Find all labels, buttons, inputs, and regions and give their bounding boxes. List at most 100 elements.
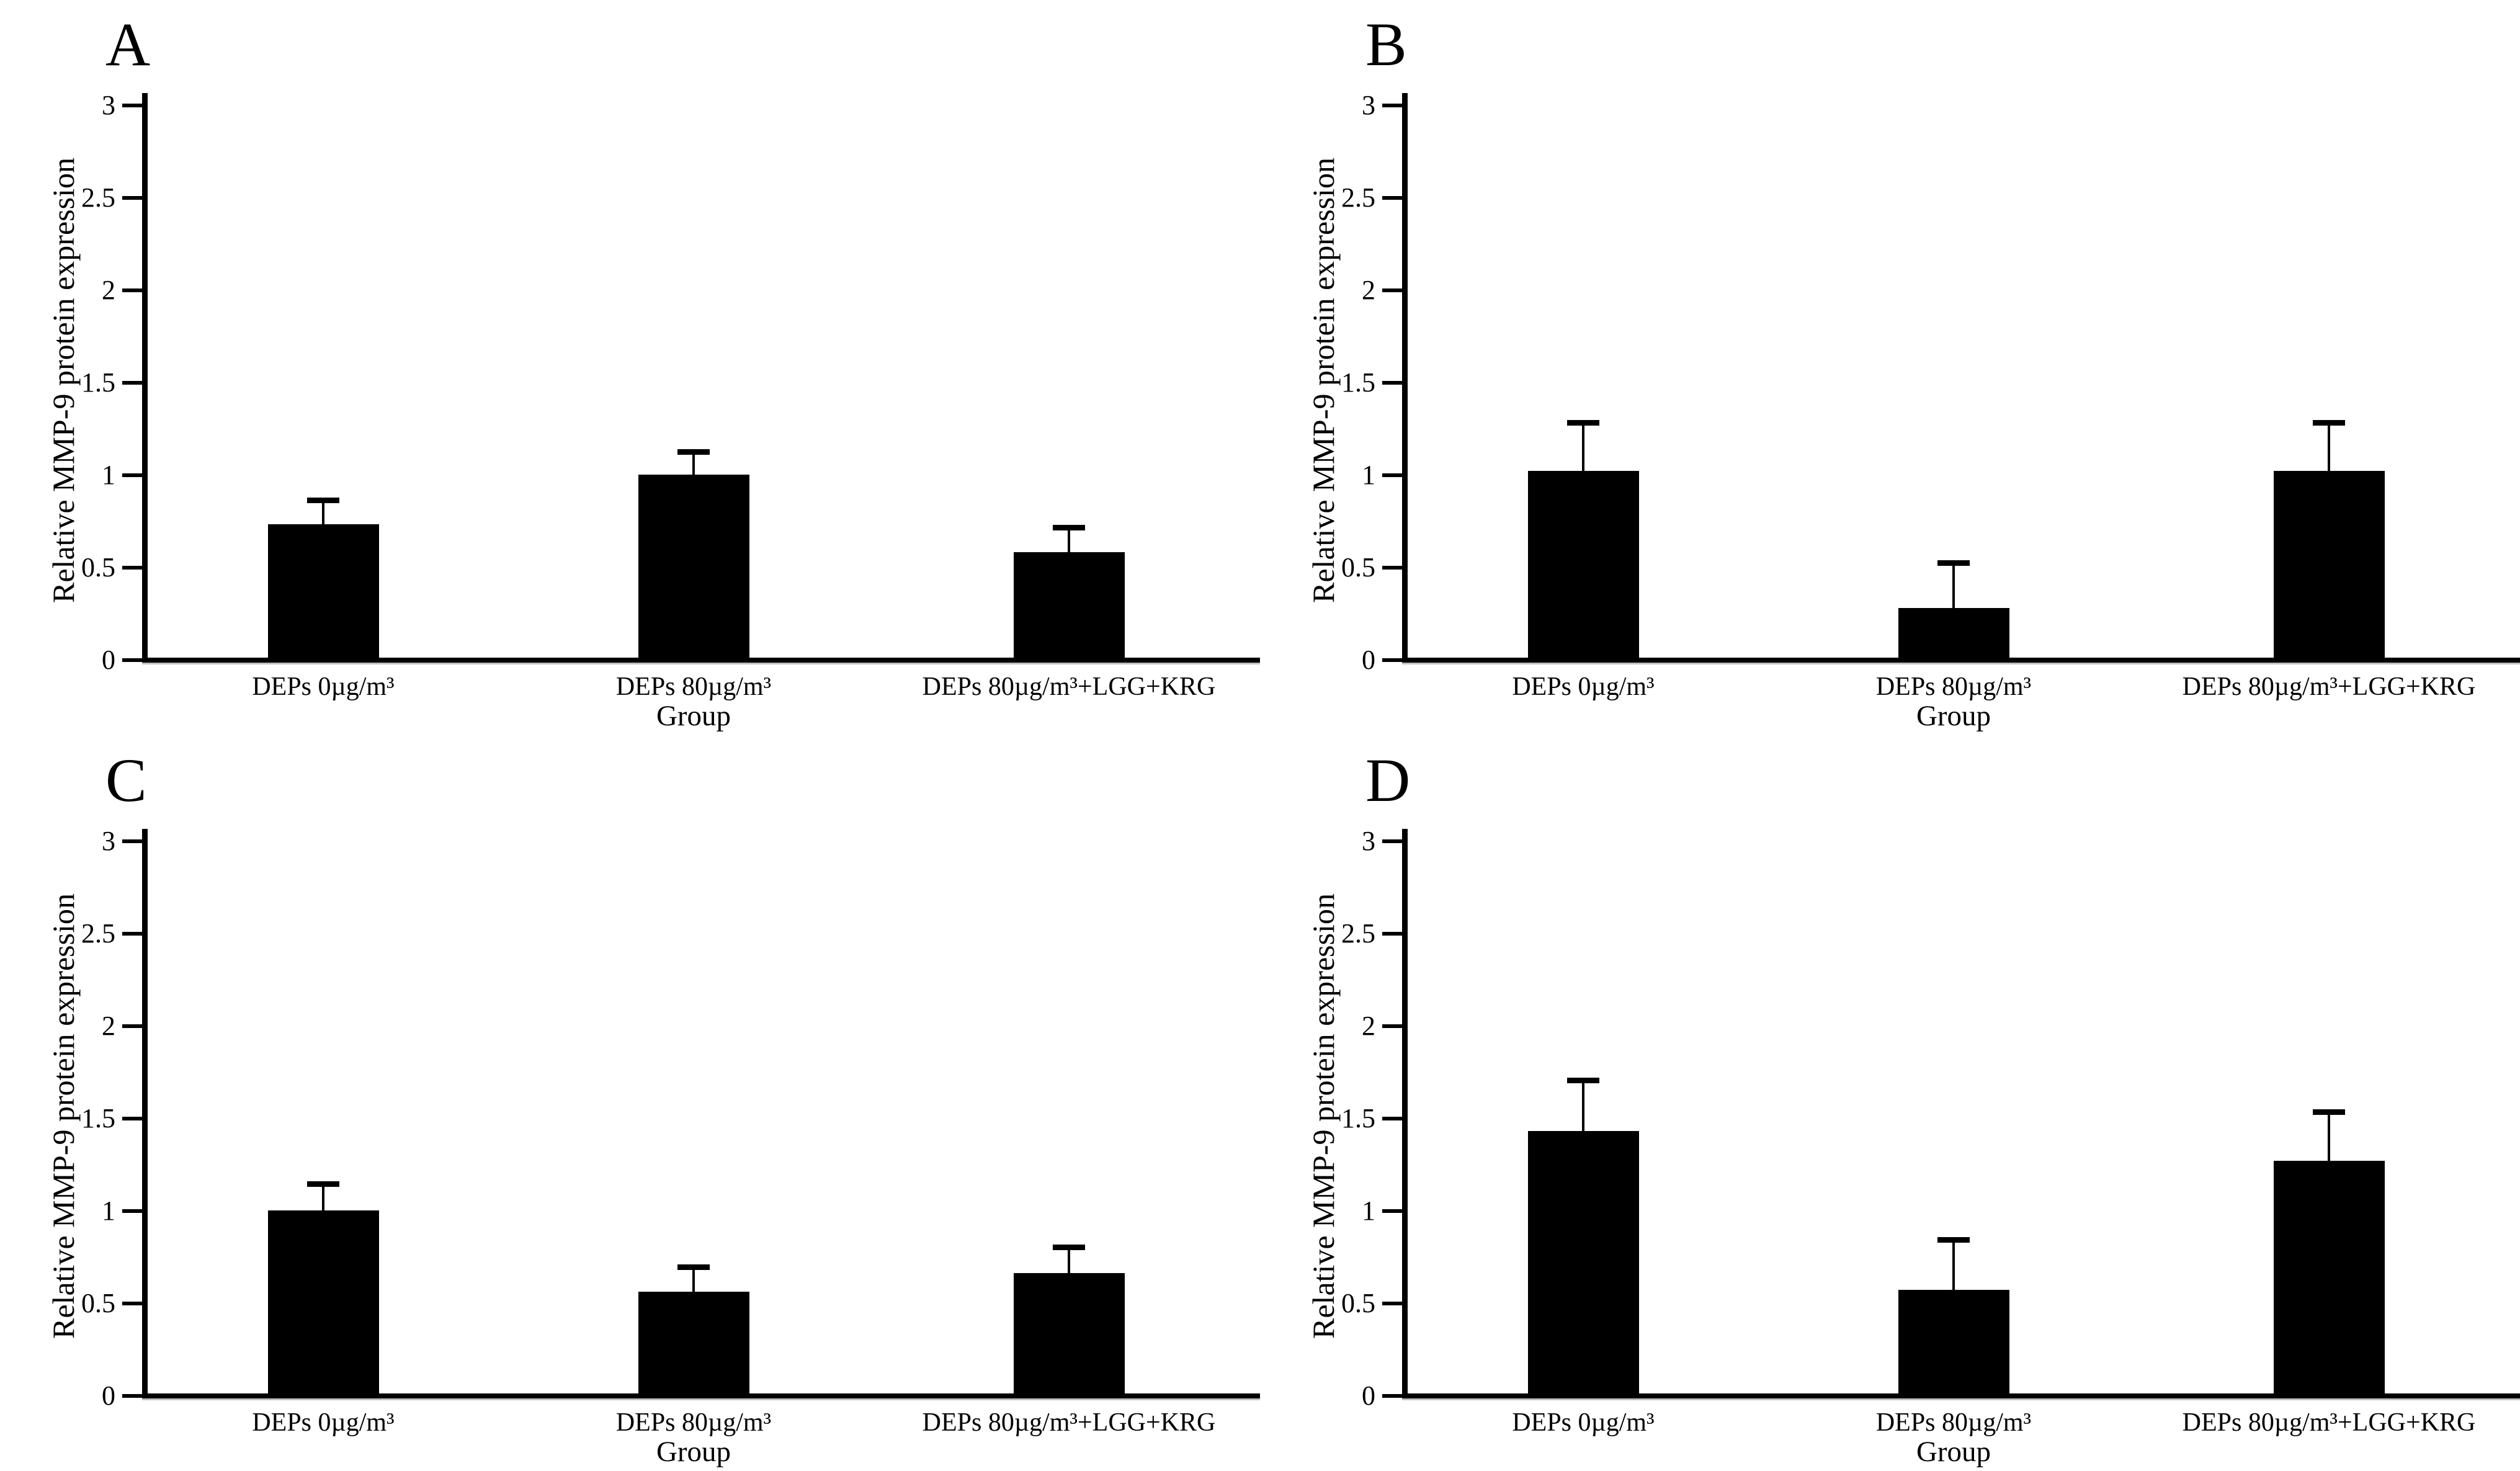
y-tick-label: 2.5 [1341,182,1375,213]
x-axis-line [1402,658,2520,663]
category-label: DEPs 0µg/m³ [1512,1408,1655,1437]
y-tick-mark [122,1117,142,1120]
y-tick-mark [1382,104,1402,107]
y-tick-mark [122,1209,142,1213]
category-label: DEPs 0µg/m³ [252,1408,395,1437]
bar-d-1 [1527,1131,1639,1396]
plot-area: 0 0.5 1 1.5 2 2.5 3 DEPs 0µg/m³ DEPs 80µg/m³ DEPs… [0,736,1260,1471]
error-bar-stem [322,1184,324,1210]
y-tick-mark [1382,1394,1402,1398]
error-bar-stem [1582,1081,1584,1131]
x-axis-line [1402,1393,2520,1398]
error-bar-stem [2328,423,2330,471]
bar-b-1 [1527,471,1639,660]
y-axis-line [1402,93,1408,663]
error-bar-cap [1937,1237,1970,1243]
bar-a-3 [1013,552,1125,660]
y-tick-label: 0 [102,1380,115,1411]
error-bar-cap [1567,1078,1599,1083]
y-tick-mark [1382,1117,1402,1120]
y-tick-mark [1382,196,1402,200]
plot-area: 0 0.5 1 1.5 2 2.5 3 DEPs 0µg/m³ DEPs 80µg/m³ DEPs… [1260,0,2520,735]
y-axis-line [142,829,148,1398]
y-tick-mark [122,1394,142,1398]
y-tick-label: 1.5 [81,367,115,398]
panel-b: B Relative MMP-9 protein expression 0 0.5… [1260,0,2520,735]
category-label: DEPs 80µg/m³ [1875,1408,2032,1437]
y-tick-mark [1382,381,1402,385]
bar-c-3 [1013,1273,1125,1396]
y-tick-label: 1 [102,1196,115,1226]
category-label: DEPs 80µg/m³+LGG+KRG [2182,673,2476,701]
y-tick-mark [1382,1024,1402,1028]
error-bar-cap [1937,560,1970,566]
x-axis-title: Group [656,1436,731,1468]
y-tick-label: 2 [102,275,115,305]
error-bar-cap [1053,525,1085,530]
y-tick-mark [1382,473,1402,477]
x-axis-title: Group [1916,1436,1991,1468]
y-tick-label: 0 [102,645,115,675]
error-bar-cap [1053,1245,1085,1250]
error-bar-cap [1567,420,1599,426]
y-tick-label: 2.5 [81,918,115,949]
y-tick-mark [1382,839,1402,843]
error-bar-stem [1582,423,1584,471]
y-tick-mark [122,473,142,477]
y-tick-mark [122,381,142,385]
y-tick-label: 0.5 [81,1288,115,1318]
y-tick-mark [1382,566,1402,570]
y-tick-label: 3 [102,90,115,120]
panel-letter: B [1365,10,1407,79]
error-bar-stem [692,1268,695,1292]
error-bar-cap [677,449,710,455]
y-tick-mark [122,1024,142,1028]
y-tick-mark [122,566,142,570]
panel-d: D Relative MMP-9 protein expression 0 0.5… [1260,736,2520,1471]
panel-letter: C [105,746,147,815]
y-tick-label: 1.5 [1341,1103,1375,1133]
category-label: DEPs 80µg/m³ [1875,673,2032,701]
y-tick-mark [1382,658,1402,662]
y-tick-label: 0.5 [81,552,115,583]
y-tick-mark [122,288,142,292]
y-tick-label: 2.5 [81,182,115,213]
error-bar-stem [322,501,324,524]
bar-a-2 [638,475,749,660]
y-tick-label: 1.5 [1341,367,1375,398]
error-bar-stem [1068,1248,1070,1273]
category-label: DEPs 80µg/m³ [615,673,772,701]
y-tick-label: 1.5 [81,1103,115,1133]
bar-b-2 [1898,608,2009,660]
x-axis-line [142,658,1260,663]
y-tick-label: 3 [1362,90,1375,120]
category-label: DEPs 80µg/m³+LGG+KRG [922,1408,1216,1437]
category-label: DEPs 80µg/m³+LGG+KRG [2182,1408,2476,1437]
y-tick-mark [1382,932,1402,936]
y-tick-label: 3 [1362,826,1375,856]
error-bar-cap [677,1264,710,1270]
y-tick-mark [1382,1209,1402,1213]
error-bar-stem [2328,1112,2330,1161]
y-tick-label: 1 [1362,460,1375,490]
y-tick-label: 3 [102,826,115,856]
plot-area: 0 0.5 1 1.5 2 2.5 3 DEPs 0µg/m³ DEPs 80µg/m³ DEPs… [0,0,1260,735]
panel-letter: A [105,10,151,79]
y-tick-label: 0.5 [1341,552,1375,583]
y-tick-mark [1382,1302,1402,1305]
error-bar-cap [2313,420,2345,426]
error-bar-stem [1952,563,1955,608]
y-tick-label: 2 [102,1011,115,1041]
y-tick-mark [122,839,142,843]
y-tick-label: 0 [1362,645,1375,675]
x-axis-title: Group [656,700,731,732]
bar-c-2 [638,1292,749,1396]
plot-area: 0 0.5 1 1.5 2 2.5 3 DEPs 0µg/m³ DEPs 80µg/m³ DEPs… [1260,736,2520,1471]
panel-c: C Relative MMP-9 protein expression 0 0.5… [0,736,1260,1471]
bar-a-1 [267,524,379,660]
y-tick-label: 2.5 [1341,918,1375,949]
error-bar-cap [307,1181,339,1187]
y-tick-label: 0.5 [1341,1288,1375,1318]
panel-letter: D [1365,746,1411,815]
